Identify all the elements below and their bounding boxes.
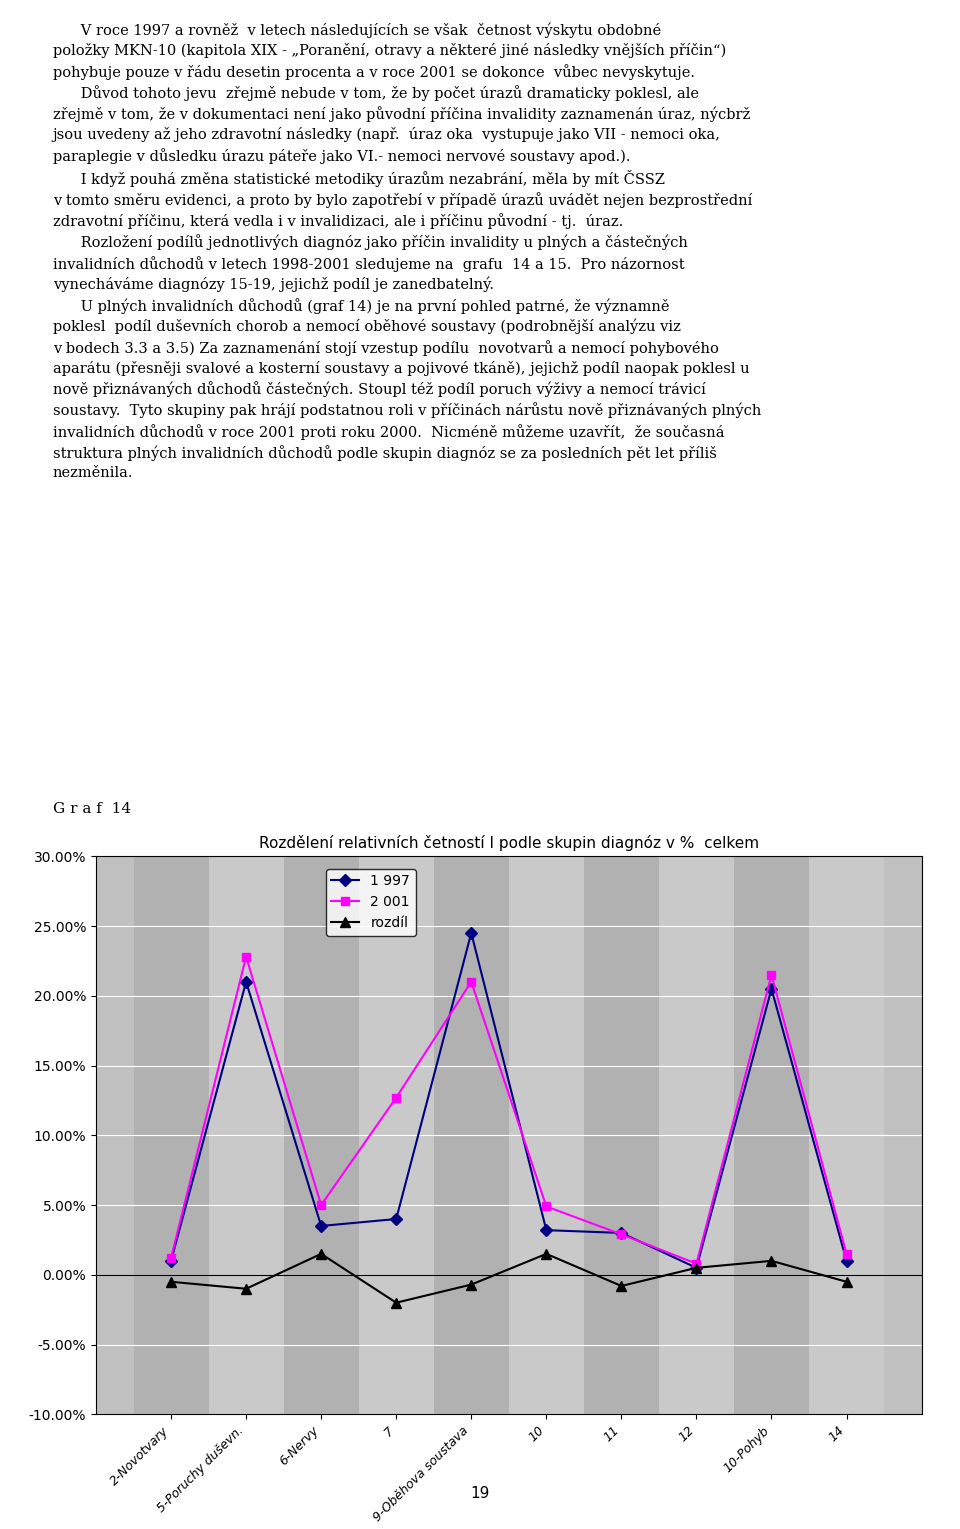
2 001: [841, 1245, 852, 1263]
rozdíl: [841, 1272, 852, 1290]
2 001: [766, 966, 778, 985]
Bar: [509, 856, 584, 1414]
2 001: [540, 1197, 552, 1216]
Bar: [208, 856, 283, 1414]
Bar: [133, 856, 208, 1414]
1 997: [240, 972, 252, 991]
rozdíl: [690, 1258, 702, 1277]
1 997: [766, 980, 778, 998]
rozdíl: [165, 1272, 177, 1290]
1 997: [391, 1209, 402, 1228]
Bar: [434, 856, 509, 1414]
Bar: [734, 856, 809, 1414]
2 001: [316, 1196, 327, 1214]
Bar: [809, 856, 884, 1414]
2 001: [615, 1225, 627, 1243]
Legend: 1 997, 2 001, rozdíl: 1 997, 2 001, rozdíl: [325, 868, 416, 936]
rozdíl: [316, 1245, 327, 1263]
rozdíl: [466, 1275, 477, 1294]
2 001: [240, 948, 252, 966]
2 001: [391, 1089, 402, 1107]
1 997: [540, 1222, 552, 1240]
2 001: [165, 1249, 177, 1268]
rozdíl: [766, 1252, 778, 1271]
Text: 19: 19: [470, 1486, 490, 1501]
Line: rozdíl: rozdíl: [166, 1249, 852, 1307]
Bar: [584, 856, 659, 1414]
Bar: [359, 856, 434, 1414]
rozdíl: [540, 1245, 552, 1263]
1 997: [690, 1258, 702, 1277]
rozdíl: [391, 1294, 402, 1312]
1 997: [615, 1223, 627, 1242]
rozdíl: [240, 1280, 252, 1298]
Line: 1 997: 1 997: [167, 928, 851, 1272]
Title: Rozdělení relativních četností I podle skupin diagnóz v %  celkem: Rozdělení relativních četností I podle s…: [259, 835, 758, 852]
2 001: [690, 1254, 702, 1272]
2 001: [466, 972, 477, 991]
1 997: [841, 1252, 852, 1271]
Bar: [659, 856, 734, 1414]
1 997: [316, 1217, 327, 1235]
Text: G r a f  14: G r a f 14: [53, 801, 131, 816]
1 997: [165, 1252, 177, 1271]
Bar: [283, 856, 359, 1414]
rozdíl: [615, 1277, 627, 1295]
Line: 2 001: 2 001: [167, 953, 851, 1268]
1 997: [466, 924, 477, 942]
Text: V roce 1997 a rovněž  v letech následujících se však  četnost výskytu obdobné
po: V roce 1997 a rovněž v letech následujíc…: [53, 23, 761, 480]
